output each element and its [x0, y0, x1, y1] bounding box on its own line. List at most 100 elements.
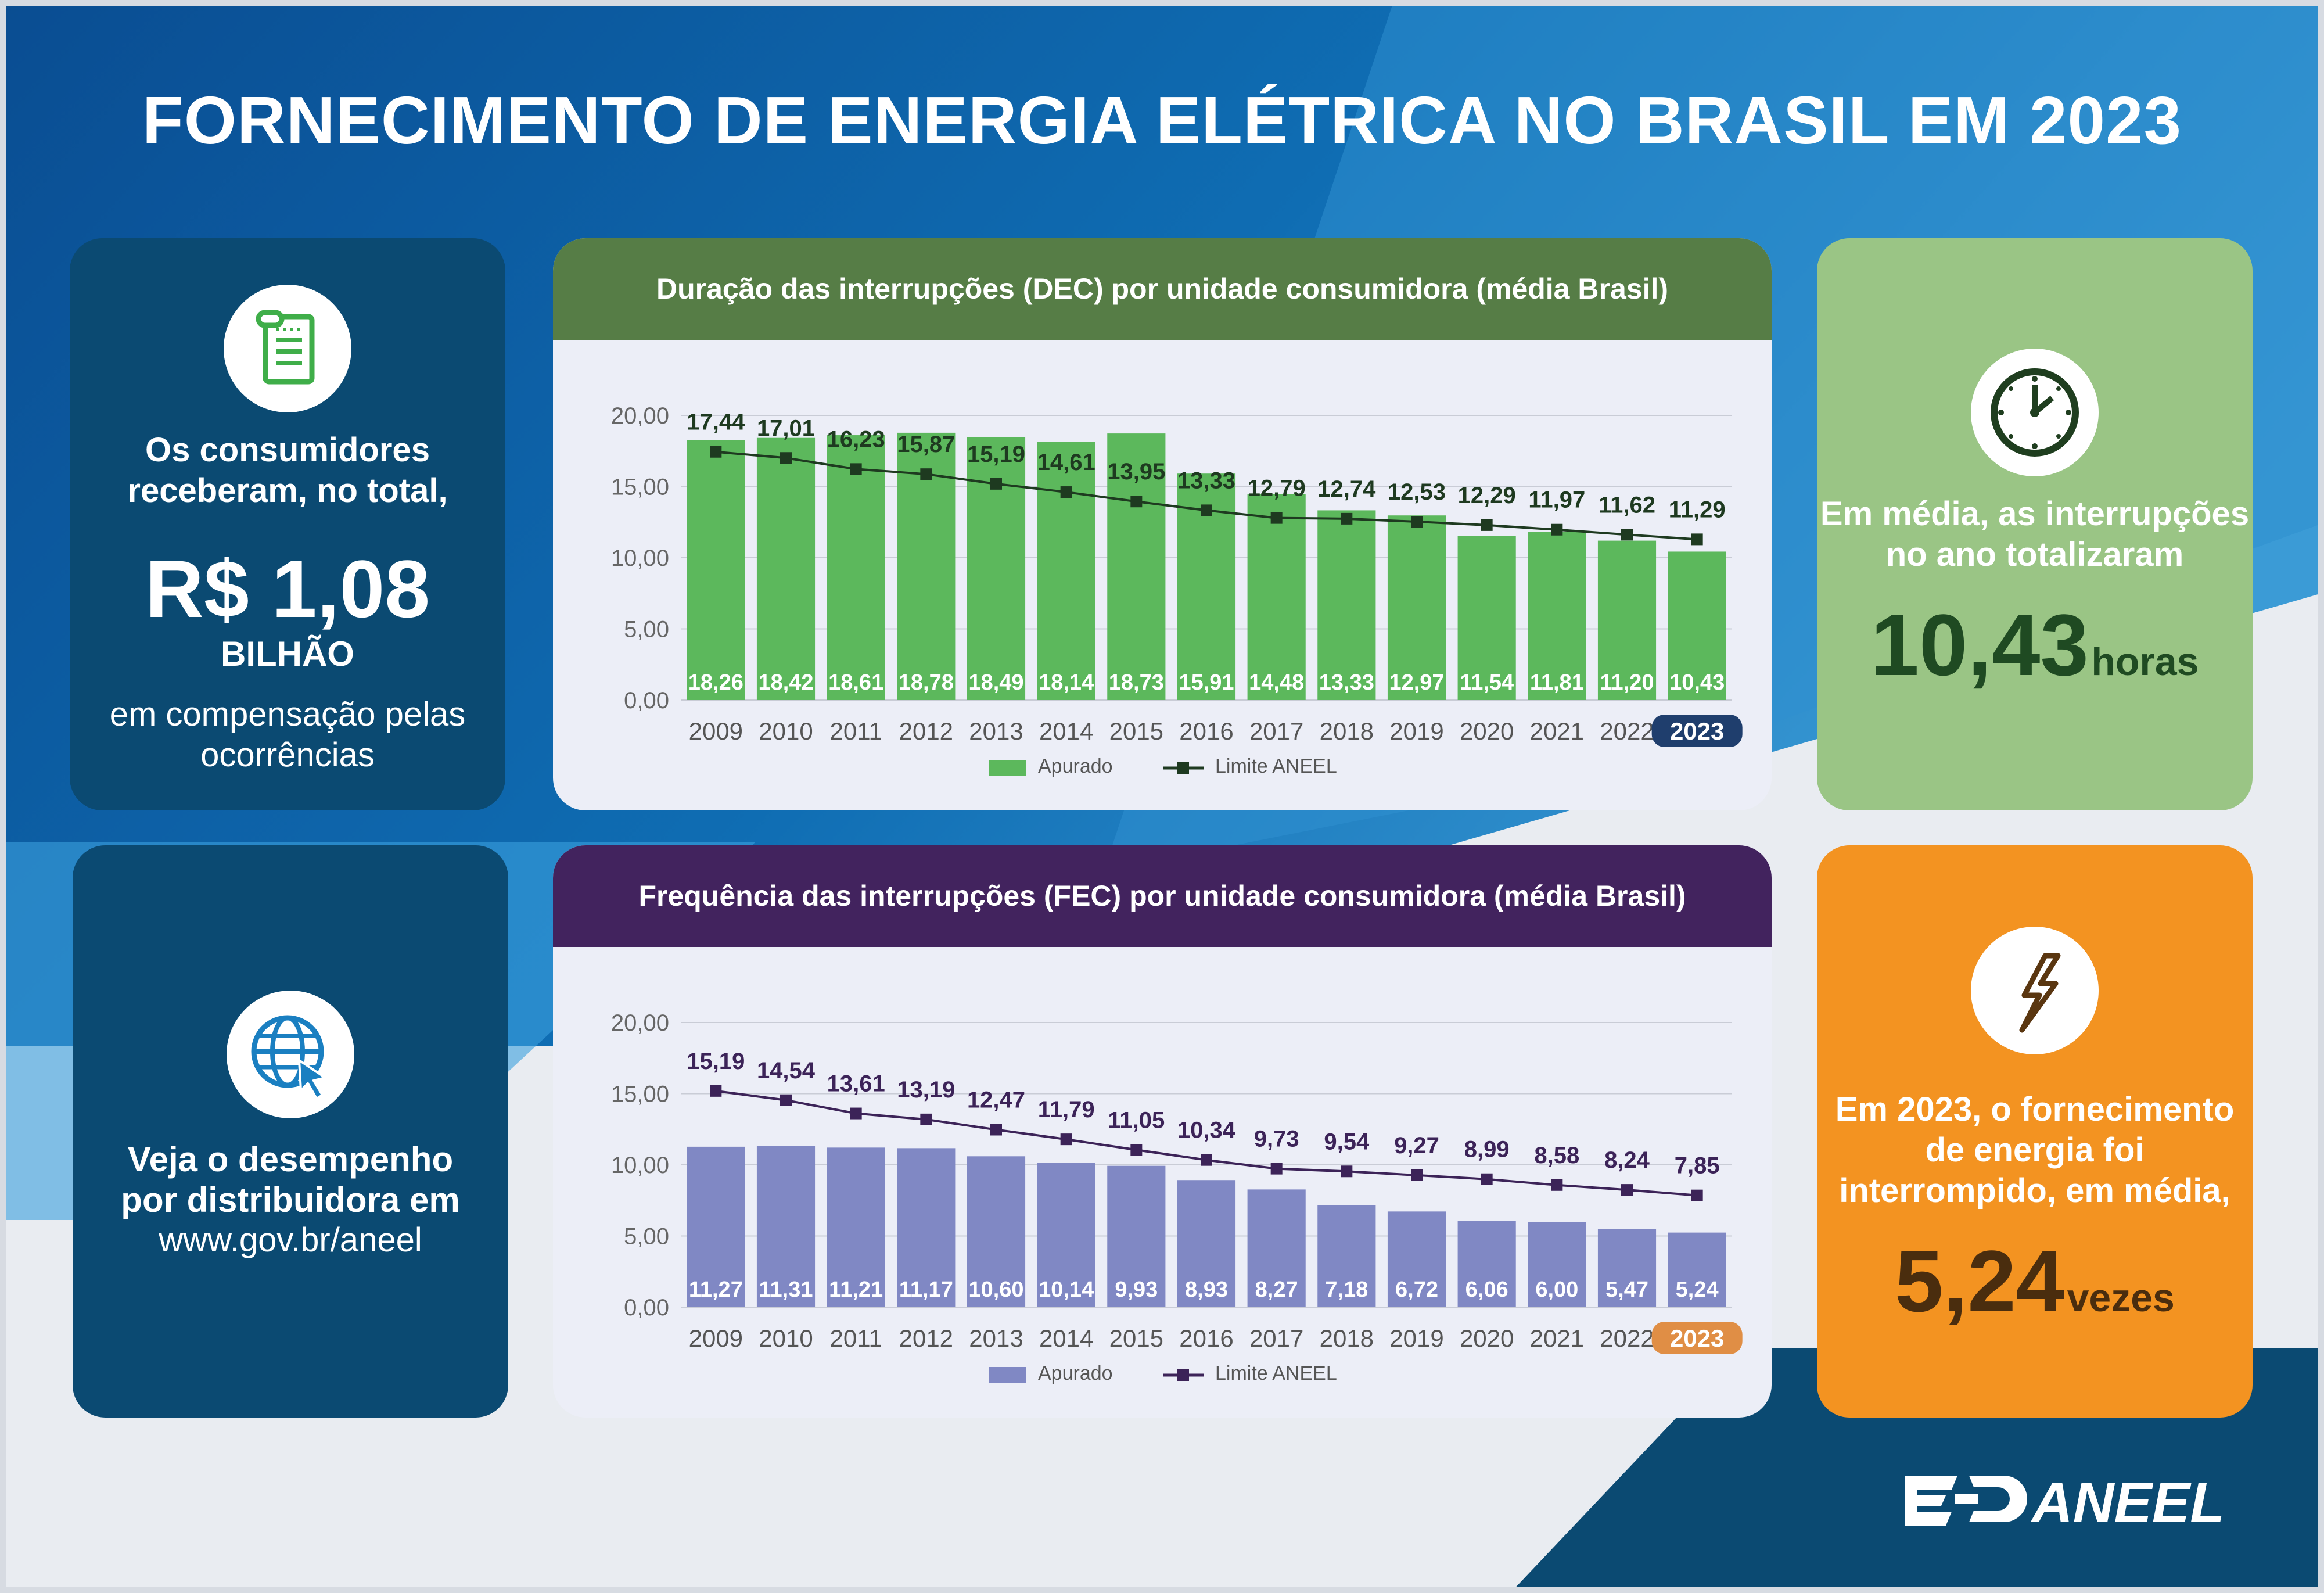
dec-ytick-label: 20,00: [611, 403, 669, 429]
dec-limit-marker: [1551, 523, 1563, 536]
dec-bar-label: 18,73: [1109, 670, 1164, 695]
fec-xtick-label: 2020: [1460, 1325, 1514, 1352]
compensation-text-1: Os consumidores: [145, 431, 430, 469]
dec-limit-label: 11,29: [1669, 497, 1726, 522]
fec-ytick-label: 15,00: [611, 1082, 669, 1107]
dec-limit-marker: [1621, 529, 1633, 541]
duration-card: Em média, as interrupções no ano totaliz…: [1817, 238, 2253, 810]
performance-text-2: por distribuidora em: [121, 1181, 460, 1219]
dec-bar: [1107, 433, 1166, 700]
fec-xtick-label: 2016: [1179, 1325, 1233, 1352]
fec-limit-marker: [780, 1094, 792, 1106]
dec-bar-label: 18,26: [688, 670, 743, 695]
aneel-logo-text: ANEEL: [2030, 1470, 2225, 1534]
dec-limit-marker: [1481, 519, 1493, 531]
dec-ytick-label: 5,00: [624, 617, 669, 643]
aneel-logo: ANEEL: [1905, 1470, 2225, 1534]
duration-value-row: 10,43 horas: [1817, 593, 2253, 697]
dec-legend-line-label: Limite ANEEL: [1215, 755, 1337, 777]
fec-limit-marker: [1270, 1163, 1283, 1175]
lightning-icon: [1971, 927, 2099, 1054]
fec-legend-bar-label: Apurado: [1038, 1362, 1113, 1384]
fec-bar-label: 11,21: [829, 1278, 883, 1302]
dec-bar: [1457, 536, 1516, 700]
fec-bar: [897, 1148, 956, 1307]
fec-limit-label: 9,54: [1324, 1129, 1370, 1154]
fec-limit-label: 9,73: [1254, 1126, 1299, 1152]
fec-xtick-label: 2014: [1039, 1325, 1093, 1352]
fec-bar-label: 8,93: [1185, 1278, 1228, 1302]
dec-limit-label: 12,79: [1248, 476, 1306, 501]
compensation-unit: BILHÃO: [221, 634, 354, 673]
dec-limit-marker: [1411, 516, 1423, 528]
fec-limit-label: 8,58: [1534, 1143, 1579, 1168]
fec-bar-label: 7,18: [1325, 1278, 1368, 1302]
fec-limit-marker: [1130, 1144, 1143, 1156]
dec-chart-title: Duração das interrupções (DEC) por unida…: [553, 238, 1772, 340]
fec-bar: [1387, 1211, 1446, 1307]
dec-bar: [687, 440, 745, 700]
frequency-unit: vezes: [2067, 1276, 2175, 1320]
fec-xtick-label: 2009: [689, 1325, 743, 1352]
fec-bar: [827, 1147, 885, 1307]
frequency-card: Em 2023, o fornecimento de energia foi i…: [1817, 845, 2253, 1418]
fec-xtick-label: 2022: [1600, 1325, 1654, 1352]
dec-limit-label: 11,62: [1599, 492, 1655, 518]
fec-bar-label: 6,00: [1535, 1278, 1578, 1302]
fec-limit-marker: [1551, 1179, 1563, 1191]
fec-limit-label: 15,19: [687, 1049, 745, 1074]
globe-cursor-icon: [227, 991, 354, 1118]
dec-limit-marker: [920, 468, 932, 480]
dec-bar: [1528, 532, 1586, 700]
dec-limit-marker: [710, 446, 722, 458]
dec-limit-marker: [850, 463, 862, 475]
fec-bar-label: 5,47: [1605, 1278, 1648, 1302]
fec-bar: [1597, 1229, 1657, 1307]
fec-limit-label: 7,85: [1675, 1153, 1720, 1179]
fec-limit-label: 10,34: [1177, 1118, 1236, 1143]
dec-xtick-label: 2023: [1670, 717, 1724, 745]
fec-bar-label: 8,27: [1255, 1278, 1298, 1302]
dec-xtick-label: 2013: [969, 717, 1023, 745]
dec-limit-marker: [1270, 512, 1283, 524]
dec-limit-marker: [1130, 496, 1143, 508]
fec-legend-bar-swatch: [989, 1367, 1026, 1383]
dec-limit-marker: [1201, 504, 1212, 516]
fec-highlight-pill: [1651, 1322, 1743, 1354]
fec-bar-label: 10,14: [1039, 1278, 1094, 1302]
fec-xtick-label: 2012: [899, 1325, 953, 1352]
dec-xtick-label: 2016: [1179, 717, 1233, 745]
fec-bar-label: 11,17: [899, 1278, 953, 1302]
dec-xtick-label: 2010: [759, 717, 813, 745]
fec-chart-title: Frequência das interrupções (FEC) por un…: [553, 845, 1772, 947]
dec-bar-label: 13,33: [1319, 670, 1374, 695]
fec-limit-marker: [850, 1107, 862, 1120]
fec-bar: [1177, 1180, 1236, 1307]
fec-bar: [1528, 1222, 1586, 1307]
fec-xtick-label: 2011: [830, 1325, 882, 1352]
compensation-text-3: em compensação pelas: [109, 695, 466, 733]
dec-ytick-label: 15,00: [611, 475, 669, 500]
dec-xtick-label: 2014: [1039, 717, 1093, 745]
dec-limit-label: 14,61: [1037, 450, 1095, 475]
fec-bar: [756, 1146, 816, 1307]
fec-xtick-label: 2017: [1249, 1325, 1303, 1352]
dec-xtick-label: 2012: [899, 717, 953, 745]
dec-bar-label: 12,97: [1389, 670, 1444, 695]
receipt-icon: [224, 285, 351, 412]
dec-limit-label: 16,23: [827, 426, 885, 452]
dec-bar-label: 18,78: [899, 670, 954, 695]
fec-bar-label: 5,24: [1676, 1278, 1719, 1302]
fec-limit-marker: [710, 1085, 722, 1097]
dec-limit-marker: [780, 452, 792, 464]
aneel-link[interactable]: www.gov.br/aneel: [159, 1221, 422, 1259]
fec-limit-marker: [990, 1124, 1002, 1136]
fec-limit-marker: [920, 1113, 932, 1125]
fec-limit-marker: [1201, 1154, 1212, 1166]
dec-bar: [1247, 494, 1306, 700]
dec-legend-bar-swatch: [989, 760, 1026, 776]
dec-xtick-label: 2019: [1389, 717, 1443, 745]
fec-bar: [1457, 1221, 1516, 1307]
dec-limit-label: 12,29: [1458, 483, 1516, 508]
frequency-text-3: interrompido, em média,: [1839, 1172, 2230, 1210]
